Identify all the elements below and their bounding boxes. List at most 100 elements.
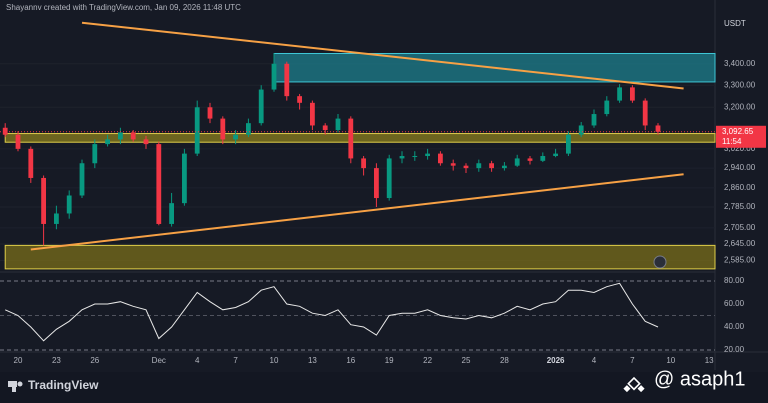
candle-body <box>79 163 85 196</box>
candle-body <box>348 118 354 159</box>
candle-body <box>527 158 533 161</box>
y-tick-label: 3,020.00 <box>724 144 756 153</box>
x-tick-label: 19 <box>385 356 394 365</box>
candle-body <box>310 102 315 126</box>
candle-body <box>399 156 405 159</box>
x-tick-label: 28 <box>500 356 509 365</box>
watermark: @ asaph1 <box>654 368 745 390</box>
candle-body <box>105 139 110 145</box>
brand-logo <box>8 381 23 392</box>
candle-body <box>66 195 72 214</box>
x-tick-label: 7 <box>630 356 635 365</box>
rsi-line <box>4 282 659 342</box>
candle-body <box>578 125 584 135</box>
rsi-tick-label: 20.00 <box>724 345 745 354</box>
candle-body <box>335 118 341 131</box>
candle-body <box>156 144 162 224</box>
candle-body <box>297 96 302 103</box>
x-tick-label: 7 <box>233 356 238 365</box>
last-price-badge <box>716 125 766 148</box>
candle-body <box>322 125 328 131</box>
candle-body <box>169 203 174 224</box>
header: Shayannv created with TradingView.com, J… <box>6 3 241 12</box>
candle-body <box>617 87 622 101</box>
y-tick-label: 2,860.00 <box>724 183 756 192</box>
candle-body <box>92 144 98 164</box>
candle-body <box>258 89 264 124</box>
candle-body <box>642 100 648 126</box>
candle-body <box>489 163 494 169</box>
y-tick-label: 3,200.00 <box>724 102 756 111</box>
y-tick-label: 2,705.00 <box>724 223 756 232</box>
trendline <box>81 21 684 90</box>
rsi-tick-label: 40.00 <box>724 322 745 331</box>
candle-body <box>450 163 456 166</box>
last-price-label: 3,092.65 <box>722 127 754 136</box>
rsi-tick-label: 60.00 <box>724 299 745 308</box>
candle-body <box>386 158 392 199</box>
countdown: 11:54 <box>722 137 742 146</box>
x-tick-label: 26 <box>90 356 99 365</box>
y-tick-label: 2,940.00 <box>724 163 756 172</box>
candle-body <box>41 177 46 224</box>
candle-body <box>540 156 546 161</box>
candle-body <box>438 153 443 164</box>
y-tick-label: 3,400.00 <box>724 59 756 68</box>
currency: USDT <box>724 19 746 28</box>
x-tick-label: 2026 <box>547 356 565 365</box>
rsi-tick-label: 80.00 <box>724 276 745 285</box>
x-tick-label: Dec <box>152 356 166 365</box>
y-tick-label: 3,300.00 <box>724 80 756 89</box>
candle-body <box>182 153 187 204</box>
candle-body <box>284 63 290 97</box>
zone <box>4 133 716 143</box>
candle-body <box>425 153 430 157</box>
candle-body <box>130 132 136 140</box>
candle-body <box>361 158 366 169</box>
footer-bar <box>0 372 768 403</box>
zone <box>4 244 716 270</box>
x-tick-label: 10 <box>270 356 279 365</box>
candle-body <box>553 153 558 157</box>
y-tick-label: 2,585.00 <box>724 256 756 265</box>
x-tick-label: 16 <box>346 356 355 365</box>
x-tick-label: 23 <box>52 356 61 365</box>
candle-body <box>604 100 610 115</box>
candle-body <box>514 158 520 166</box>
x-tick-label: 13 <box>705 356 714 365</box>
x-tick-label: 20 <box>14 356 23 365</box>
candle-body <box>2 127 8 135</box>
x-tick-label: 10 <box>666 356 675 365</box>
y-tick-label: 2,645.00 <box>724 239 756 248</box>
x-tick-label: 13 <box>308 356 317 365</box>
candle-body <box>655 125 661 132</box>
candle-body <box>54 213 59 224</box>
candle-body <box>374 168 379 199</box>
brand: TradingView <box>28 378 99 392</box>
candle-body <box>412 156 418 158</box>
candle-body <box>207 107 213 119</box>
candle-body <box>246 123 251 135</box>
candle-body <box>271 63 277 90</box>
x-tick-label: 4 <box>592 356 597 365</box>
x-tick-label: 4 <box>195 356 200 365</box>
candle-body <box>194 107 200 154</box>
candle-body <box>630 87 635 101</box>
x-tick-label: 25 <box>462 356 471 365</box>
event-icon <box>653 255 667 269</box>
candle-body <box>502 165 507 169</box>
x-tick-label: 22 <box>423 356 432 365</box>
candle-body <box>15 134 21 149</box>
candle-body <box>28 148 34 178</box>
candle-body <box>591 114 597 126</box>
candle-body <box>143 139 149 145</box>
candle-body <box>566 134 571 154</box>
candle-body <box>118 132 123 140</box>
candle-body <box>463 165 469 169</box>
trendline <box>30 173 684 251</box>
candle-body <box>476 163 482 169</box>
y-tick-label: 2,785.00 <box>724 202 756 211</box>
candle-body <box>233 134 238 140</box>
candle-body <box>220 118 226 140</box>
